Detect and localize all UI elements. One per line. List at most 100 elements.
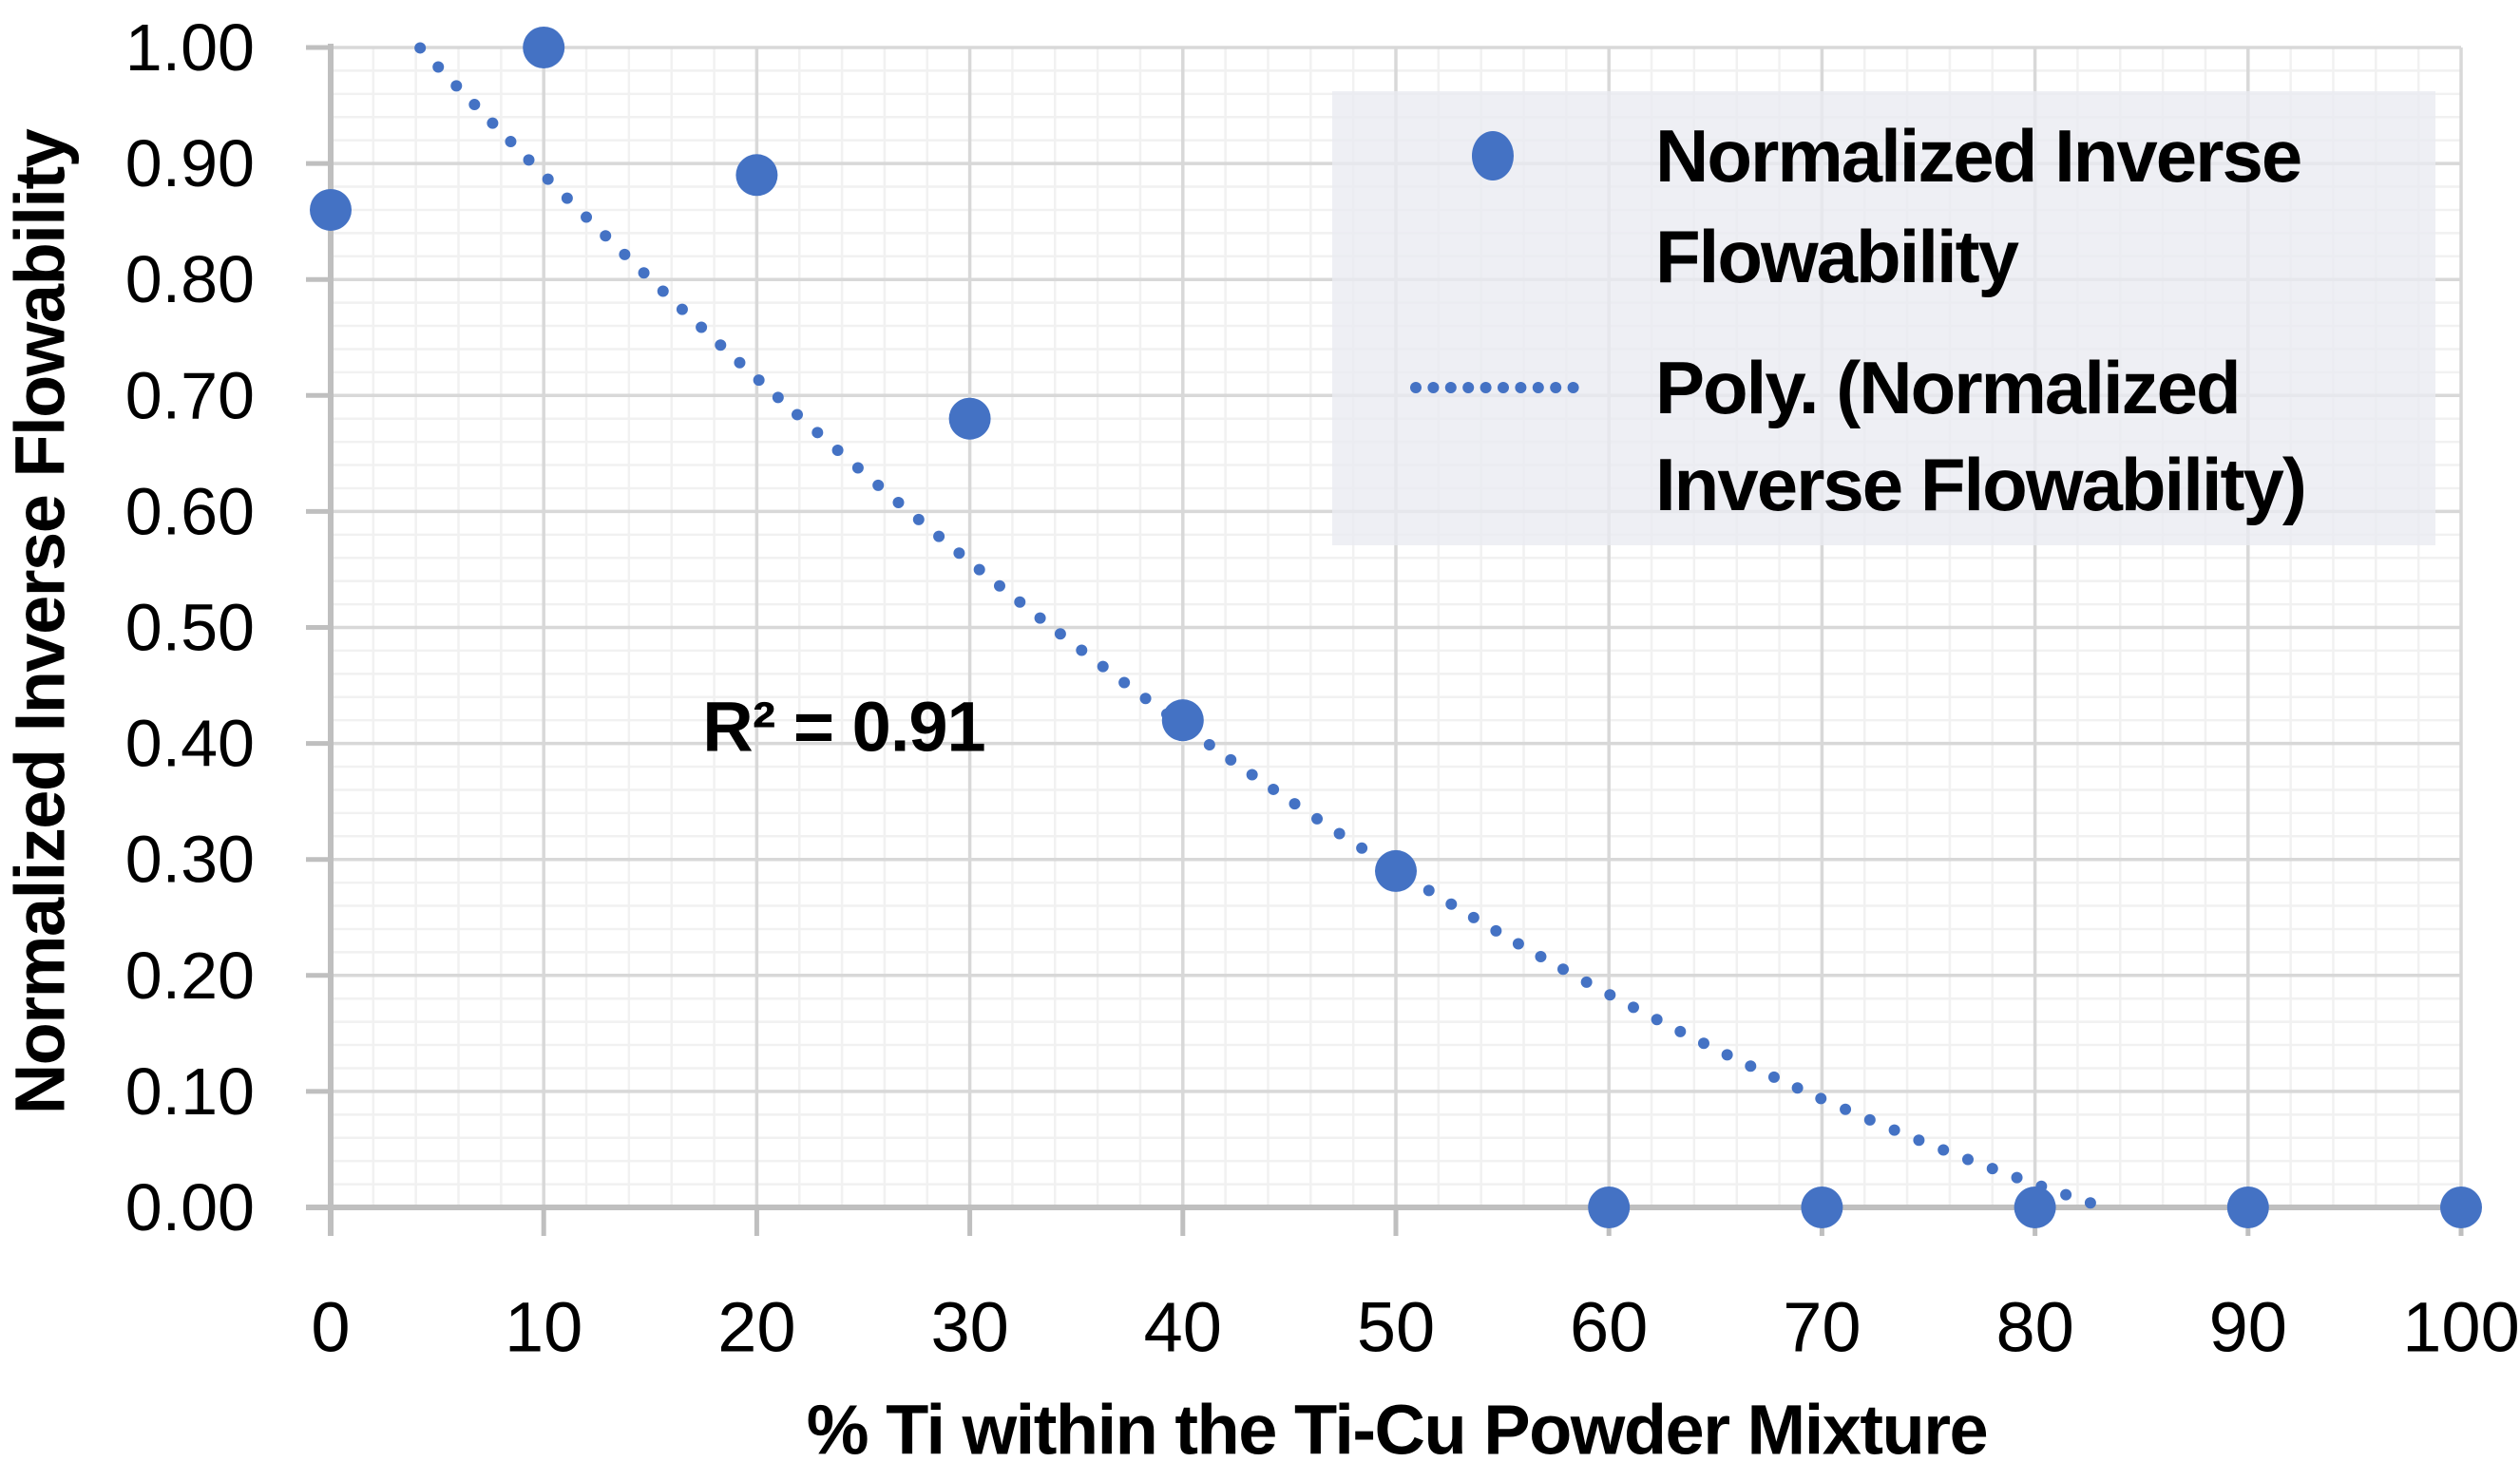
y-tick-label: 0.80 [125, 242, 255, 316]
trendline-dot [892, 496, 905, 508]
trendline-dot [1246, 769, 1258, 781]
trendline-dot [1627, 1001, 1639, 1014]
legend-dotted-line-icon [1498, 382, 1509, 393]
trendline-dot [523, 154, 535, 166]
legend-dotted-line-icon [1410, 382, 1422, 393]
data-point-marker [1801, 1187, 1843, 1228]
trendline-dot [676, 303, 688, 315]
trendline-dot [1203, 739, 1215, 751]
x-tick-label: 100 [2402, 1288, 2519, 1367]
trendline-dot [1356, 842, 1368, 854]
trendline-dot [1445, 898, 1458, 910]
legend-background [1332, 91, 2435, 545]
legend-dotted-line-icon [1550, 382, 1562, 393]
trendline-dot [505, 136, 517, 148]
y-tick-label: 0.60 [125, 474, 255, 548]
y-tick-label: 0.10 [125, 1054, 255, 1129]
x-tick-label: 70 [1783, 1288, 1861, 1367]
legend-label: Flowability [1655, 215, 2019, 298]
r-squared-annotation: R² = 0.91 [702, 688, 984, 767]
data-point-marker [948, 397, 991, 440]
trendline-dot [542, 173, 554, 185]
y-tick-label: 0.90 [125, 126, 255, 200]
x-tick-label: 50 [1357, 1288, 1435, 1367]
trendline-dot [933, 530, 945, 542]
trendline-dot [1767, 1071, 1780, 1083]
trendline-dot [953, 547, 965, 560]
trendline-dot [600, 230, 612, 242]
y-tick-label: 0.20 [125, 939, 255, 1013]
x-tick-label: 90 [2209, 1288, 2287, 1367]
trendline-dot [2084, 1197, 2096, 1209]
trendline-dot [1034, 612, 1046, 624]
x-tick-label: 60 [1570, 1288, 1648, 1367]
data-point-marker [310, 188, 352, 231]
y-tick-label: 1.00 [125, 10, 255, 85]
trendline-dot [1490, 924, 1502, 937]
trendline-dot [619, 248, 631, 260]
data-point-marker [2440, 1187, 2482, 1228]
legend-dotted-line-icon [1462, 382, 1475, 393]
trendline-dot [1139, 693, 1152, 705]
data-point-marker [735, 154, 778, 197]
legend-scatter-marker-icon [1472, 131, 1514, 180]
trendline-dot [973, 563, 985, 576]
trendline-dot [1268, 783, 1280, 795]
y-tick-label: 0.00 [125, 1170, 255, 1244]
legend-dotted-line-icon [1444, 382, 1457, 393]
trendline-dot [581, 211, 593, 223]
trendline-dot [1311, 812, 1324, 825]
trendline-dot [1863, 1113, 1876, 1126]
trendline-dot [696, 321, 708, 333]
axis-lines [306, 44, 2465, 1236]
trendline-dot [1014, 596, 1026, 608]
trendline-dot [851, 462, 864, 474]
data-point-marker [523, 27, 565, 68]
trendline-dot [1840, 1103, 1852, 1115]
trendline-dot [432, 61, 445, 73]
trendline-dot [2011, 1171, 2023, 1184]
trendline-dot [1651, 1014, 1663, 1026]
legend-box [1332, 91, 2435, 545]
legend: Normalized Inverse Flowability Poly. (Norm… [1410, 114, 2307, 526]
trendline-dot [811, 427, 824, 439]
data-point-marker [2226, 1187, 2269, 1228]
trendline-dot [1986, 1163, 1998, 1175]
legend-dotted-line-icon [1567, 382, 1579, 393]
trendline-dot [1888, 1124, 1900, 1136]
y-tick-label: 0.30 [125, 823, 255, 897]
trendline-dot [1512, 938, 1524, 950]
trendline-dot [912, 513, 925, 525]
legend-label: Normalized Inverse [1655, 114, 2300, 198]
y-tick-label: 0.70 [125, 358, 255, 432]
y-tick-label: 0.50 [125, 591, 255, 665]
trendline-dot [1697, 1037, 1709, 1050]
trendline-dot [831, 445, 844, 457]
y-axis-title: Normalized Inverse Flowability [1, 128, 80, 1114]
trendline-dot [772, 391, 784, 404]
legend-dotted-line-icon [1515, 382, 1527, 393]
trendline-dot [561, 192, 573, 204]
trendline-dot [1467, 911, 1480, 923]
trendline-dot [1225, 753, 1237, 766]
trendline-dot [414, 42, 427, 54]
trendline-dot [1054, 628, 1066, 640]
data-point-marker [2014, 1187, 2056, 1228]
trendline-dot [1097, 660, 1109, 673]
trendline-dot [487, 117, 499, 129]
trendline-dot [1674, 1025, 1687, 1037]
trendline-dot [715, 339, 727, 351]
trendline-dot [638, 267, 650, 279]
trendline-dots [414, 42, 2096, 1209]
legend-dotted-line-icon [1480, 382, 1492, 393]
trendline-dot [734, 356, 746, 369]
trendline-dot [1289, 798, 1301, 810]
trendline-dot [1791, 1082, 1804, 1094]
x-tick-label: 30 [930, 1288, 1008, 1367]
trendline-dot [993, 579, 1005, 592]
data-point-marker [1375, 849, 1417, 892]
trendline-dot [1422, 884, 1435, 897]
legend-label: Poly. (Normalized [1655, 346, 2240, 429]
trendline-dot [1604, 989, 1616, 1001]
